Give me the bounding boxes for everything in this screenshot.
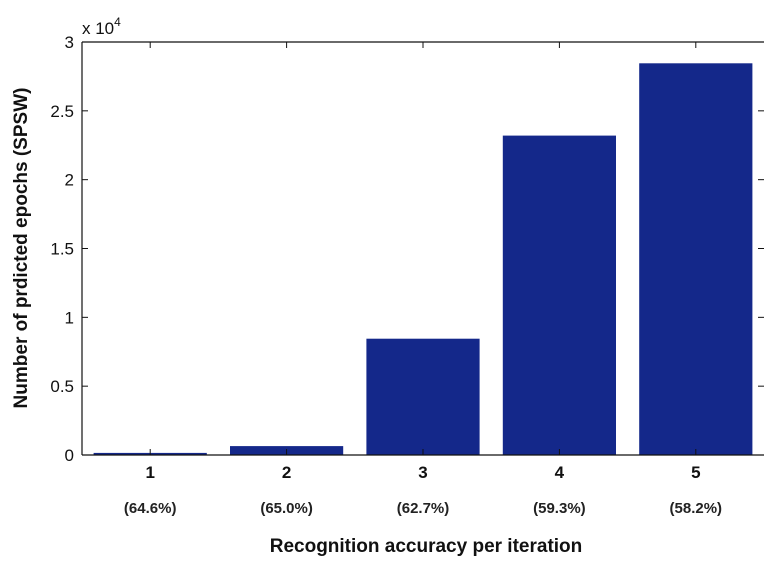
x-tick-sublabel: (58.2%) (670, 500, 723, 517)
bar-5 (639, 63, 753, 456)
x-tick-sublabel: (64.6%) (124, 500, 177, 517)
x-tick-sublabel: (59.3%) (533, 500, 586, 517)
bar-4 (502, 135, 616, 455)
x-tick-label: 2 (282, 463, 291, 482)
x-tick-label: 3 (418, 463, 427, 482)
y-tick-label: 2 (65, 171, 74, 190)
y-tick-label: 0.5 (50, 377, 74, 396)
x-tick-label: 1 (145, 463, 154, 482)
x-axis-label: Recognition accuracy per iteration (270, 536, 583, 557)
x-tick-sublabel: (62.7%) (397, 500, 450, 517)
y-axis-exponent-power: 4 (114, 15, 121, 29)
x-tick-label: 5 (691, 463, 700, 482)
x-tick-label: 4 (555, 463, 565, 482)
y-tick-label: 1.5 (50, 240, 74, 259)
y-axis-exponent: x 104 (82, 15, 121, 38)
y-tick-label: 1 (65, 308, 74, 327)
y-tick-label: 0 (65, 446, 74, 465)
bar-3 (366, 338, 480, 455)
y-axis-label: Number of prdicted epochs (SPSW) (11, 88, 32, 409)
y-axis-exponent-base: x 10 (82, 19, 114, 38)
x-tick-sublabel: (65.0%) (260, 500, 313, 517)
plot-area: 0 0.5 1 1.5 2 2.5 3 1 (64.6%) 2 (65.0%) 3 (62.7%) 4 (5… (50, 33, 764, 517)
y-tick-label: 3 (65, 33, 74, 52)
y-tick-label: 2.5 (50, 102, 74, 121)
